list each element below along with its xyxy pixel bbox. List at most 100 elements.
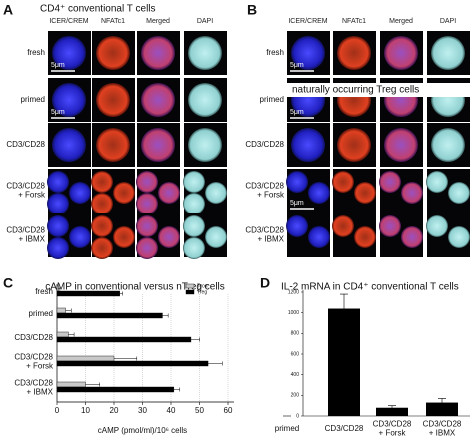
- cell: [379, 215, 401, 237]
- error-bar: [119, 291, 123, 296]
- cell: [69, 226, 91, 248]
- row-label: CD3/CD28: [6, 140, 45, 149]
- error-bar: [58, 286, 61, 291]
- column-header: ICER/CREM: [49, 18, 88, 25]
- cell: [332, 215, 354, 237]
- x-tick-label: CD3/CD28: [373, 420, 412, 429]
- cell: [91, 171, 113, 193]
- y-tick-label: 200: [291, 393, 300, 399]
- column-header: Merged: [389, 18, 413, 25]
- cell: [141, 36, 175, 70]
- x-tick-label: 20: [110, 406, 119, 415]
- error-bar: [68, 332, 75, 337]
- legend-label: Treg: [197, 289, 207, 295]
- cell: [113, 182, 135, 204]
- row-label: fresh: [266, 48, 284, 57]
- y-tick-label: + IBMX: [27, 388, 54, 397]
- scale-bar-label: 5μm: [51, 109, 65, 116]
- error-bar: [208, 361, 223, 366]
- y-tick-label: 1000: [288, 310, 299, 316]
- error-bar: [65, 308, 72, 313]
- column-header: NFATc1: [342, 18, 366, 25]
- row-label: fresh: [27, 48, 45, 57]
- cell: [426, 171, 448, 193]
- x-tick-label: primed: [275, 424, 299, 433]
- panel-label: B: [247, 2, 257, 18]
- cell: [183, 215, 205, 237]
- error-bar: [162, 313, 169, 318]
- cell: [384, 128, 418, 162]
- cell: [401, 182, 423, 204]
- scale-bar-label: 5μm: [290, 109, 304, 116]
- cell: [47, 215, 69, 237]
- cell: [286, 171, 308, 193]
- error-bar: [114, 356, 138, 361]
- x-tick-label: 30: [138, 406, 147, 415]
- y-tick-label: 400: [291, 372, 300, 378]
- cell: [188, 128, 222, 162]
- cell: [47, 237, 69, 259]
- cell: [91, 193, 113, 215]
- bar: [56, 307, 66, 314]
- cell: [136, 237, 158, 259]
- bar: [56, 290, 120, 297]
- error-bar: [438, 398, 446, 403]
- x-tick-label: 50: [195, 406, 204, 415]
- bar: [56, 336, 192, 343]
- error-bar: [340, 293, 348, 309]
- error-bar: [173, 387, 180, 392]
- cell: [91, 237, 113, 259]
- y-tick-label: 600: [291, 351, 300, 357]
- row-label: primed: [260, 95, 284, 104]
- cell: [183, 171, 205, 193]
- x-tick-label: 40: [167, 406, 176, 415]
- cell: [448, 182, 470, 204]
- column-header: Merged: [146, 18, 170, 25]
- cell: [183, 237, 205, 259]
- cell: [205, 182, 227, 204]
- x-axis-label: cAMP (pmol/ml)/10⁶ cells: [98, 426, 187, 435]
- panel-title: naturally occurring Treg cells: [292, 85, 419, 96]
- scale-bar-label: 5μm: [290, 62, 304, 69]
- row-label: primed: [21, 95, 45, 104]
- cell: [136, 171, 158, 193]
- y-tick-label: fresh: [35, 287, 53, 296]
- bar: [56, 360, 209, 367]
- error-bar: [85, 382, 100, 387]
- bar: [328, 308, 360, 416]
- cell: [379, 171, 401, 193]
- cell: [52, 36, 86, 70]
- cell: [96, 83, 130, 117]
- column-header: NFATc1: [101, 18, 125, 25]
- cell: [337, 36, 371, 70]
- cell: [426, 215, 448, 237]
- y-tick-label: CD3/CD28: [14, 353, 53, 362]
- bar: [56, 355, 115, 362]
- bar: [376, 407, 408, 416]
- bar: [56, 386, 175, 393]
- cell: [141, 83, 175, 117]
- row-label: + IBMX: [19, 235, 46, 244]
- row-label: CD3/CD28: [6, 182, 45, 191]
- cell: [47, 193, 69, 215]
- cell: [286, 215, 308, 237]
- row-label: CD3/CD28: [245, 140, 284, 149]
- column-header: DAPI: [440, 18, 456, 25]
- cell: [136, 215, 158, 237]
- y-tick-label: primed: [29, 309, 53, 318]
- cell: [354, 226, 376, 248]
- cell: [188, 36, 222, 70]
- row-label: CD3/CD28: [245, 226, 284, 235]
- panel-label: A: [3, 2, 13, 18]
- bar: [426, 402, 458, 416]
- y-tick-label: 800: [291, 331, 300, 337]
- x-tick-label: + IBMX: [429, 429, 456, 438]
- row-label: + Forsk: [257, 191, 285, 200]
- column-header: DAPI: [197, 18, 213, 25]
- cell: [431, 36, 465, 70]
- y-tick-label: CD3/CD28: [14, 333, 53, 342]
- x-tick-label: 60: [224, 406, 233, 415]
- cell: [141, 128, 175, 162]
- x-tick-label: 0: [55, 406, 60, 415]
- chart-title: IL-2 mRNA in CD4⁺ conventional T cells: [281, 282, 459, 293]
